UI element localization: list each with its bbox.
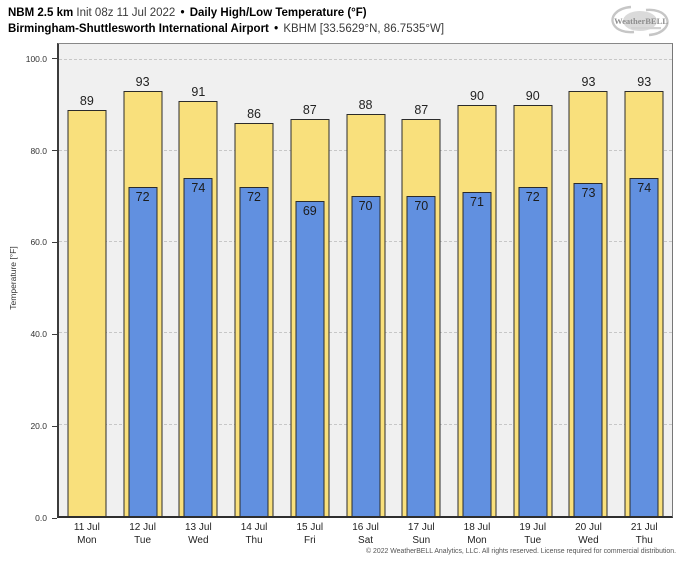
high-value-label: 93 — [135, 75, 150, 90]
y-tick-label: 40.0 — [30, 329, 47, 340]
x-tick-label: 19 Jul Tue — [495, 521, 571, 547]
x-tick-weekday: Thu — [635, 535, 653, 546]
high-value-label: 87 — [302, 102, 317, 117]
bar-group: 93 73 20 Jul Wed — [561, 44, 617, 546]
low-bar: 69 — [295, 201, 325, 516]
x-tick-label: 20 Jul Wed — [551, 521, 627, 547]
low-bar: 72 — [518, 187, 548, 516]
x-tick-label: 16 Jul Sat — [328, 521, 404, 547]
low-bar: 70 — [406, 196, 436, 516]
x-tick-weekday: Wed — [578, 535, 599, 546]
low-bar: 71 — [462, 191, 492, 516]
station-id: KBHM [33.5629°N, 86.7535°W] — [283, 23, 445, 35]
bar-group: 90 71 18 Jul Mon — [449, 44, 505, 546]
x-tick-date: 21 Jul — [630, 522, 658, 533]
weatherbell-logo-icon: WeatherBELL — [611, 5, 669, 37]
low-bar: 74 — [629, 178, 659, 516]
x-tick-weekday: Wed — [188, 535, 209, 546]
x-tick-date: 15 Jul — [296, 522, 324, 533]
high-value-label: 90 — [470, 89, 484, 104]
high-value-label: 89 — [79, 93, 94, 108]
bar-group: 93 74 21 Jul Thu — [616, 44, 672, 546]
x-tick-weekday: Thu — [245, 535, 263, 546]
y-axis: 0.0 20.0 40.0 60.0 80.0 100.0 — [0, 43, 57, 523]
x-tick-label: 21 Jul Thu — [606, 521, 682, 547]
x-tick-date: 16 Jul — [352, 522, 379, 533]
x-tick-label: 14 Jul Thu — [216, 521, 292, 547]
x-tick-weekday: Tue — [134, 535, 152, 546]
y-tick-label: 0.0 — [35, 513, 47, 523]
bar-group: 87 69 15 Jul Fri — [282, 44, 338, 546]
high-value-label: 93 — [581, 75, 596, 90]
bar-group: 88 70 16 Jul Sat — [338, 44, 394, 546]
x-tick-weekday: Tue — [524, 535, 542, 546]
x-tick-label: 12 Jul Tue — [105, 521, 181, 547]
x-tick-date: 20 Jul — [575, 522, 602, 533]
y-axis-title: Temperature [°F] — [8, 246, 18, 310]
y-tick-mark — [52, 150, 57, 151]
x-tick-label: 15 Jul Fri — [272, 521, 348, 547]
copyright-text: © 2022 WeatherBELL Analytics, LLC. All r… — [366, 548, 676, 555]
low-bar: 72 — [239, 187, 269, 516]
plot-area: 89 11 Jul Mon 93 72 12 Jul Tue 91 74 13 Jul Wed 86 7… — [57, 43, 673, 546]
high-value-label: 90 — [525, 89, 540, 104]
x-tick-label: 13 Jul Wed — [160, 521, 236, 547]
y-tick-label: 100.0 — [25, 53, 47, 64]
y-tick-mark — [52, 58, 57, 60]
title-line-2: Birmingham-Shuttlesworth International A… — [8, 21, 444, 37]
high-value-label: 91 — [191, 84, 206, 99]
logo-text: WeatherBELL — [614, 16, 668, 26]
x-tick-weekday: Sun — [412, 535, 431, 546]
high-value-label: 86 — [247, 107, 262, 122]
chart-header: NBM 2.5 km Init 08z 11 Jul 2022 • Daily … — [8, 5, 444, 37]
x-tick-date: 11 Jul — [73, 522, 100, 533]
y-tick-mark — [52, 241, 57, 243]
y-tick-mark — [52, 333, 57, 335]
bar-group: 91 74 13 Jul Wed — [170, 44, 226, 546]
x-tick-weekday: Mon — [467, 535, 487, 546]
bar-group: 89 11 Jul Mon — [59, 44, 115, 546]
x-tick-date: 14 Jul — [240, 522, 268, 533]
low-bar: 70 — [351, 196, 381, 516]
bullet-separator: • — [274, 23, 279, 35]
bullet-separator: • — [180, 7, 185, 19]
product-name: Daily High/Low Temperature (°F) — [189, 7, 367, 19]
high-bar: 89 — [67, 94, 107, 516]
low-bar: 72 — [128, 187, 158, 516]
model-name: NBM 2.5 km — [8, 7, 74, 19]
y-tick-label: 80.0 — [30, 145, 47, 156]
high-value-label: 87 — [414, 102, 429, 117]
low-bar: 73 — [573, 182, 603, 516]
x-tick-date: 12 Jul — [129, 522, 156, 533]
x-tick-label: 18 Jul Mon — [439, 521, 515, 547]
x-tick-label: 17 Jul Sun — [383, 521, 459, 547]
x-tick-date: 19 Jul — [519, 522, 547, 533]
bar-group: 93 72 12 Jul Tue — [115, 44, 171, 546]
bar-group: 90 72 19 Jul Tue — [505, 44, 561, 546]
x-tick-weekday: Mon — [77, 535, 97, 546]
high-value-label: 93 — [637, 75, 652, 90]
init-time: Init 08z 11 Jul 2022 — [76, 7, 176, 19]
gridline — [59, 58, 672, 60]
x-tick-date: 17 Jul — [407, 522, 435, 533]
y-tick-label: 60.0 — [30, 237, 47, 248]
y-tick-mark — [52, 517, 57, 519]
station-name: Birmingham-Shuttlesworth International A… — [8, 23, 269, 35]
bar-group: 87 70 17 Jul Sun — [393, 44, 449, 546]
title-line-1: NBM 2.5 km Init 08z 11 Jul 2022 • Daily … — [8, 5, 444, 21]
y-tick-mark — [52, 425, 57, 427]
low-bar: 74 — [183, 178, 213, 516]
bar-group: 86 72 14 Jul Thu — [226, 44, 282, 546]
x-tick-label: 11 Jul Mon — [49, 521, 125, 547]
x-tick-date: 13 Jul — [184, 522, 212, 533]
x-tick-date: 18 Jul — [463, 522, 491, 533]
y-tick-label: 20.0 — [30, 421, 47, 432]
x-tick-weekday: Fri — [303, 535, 316, 546]
high-value-label: 88 — [358, 98, 373, 113]
x-tick-weekday: Sat — [358, 535, 374, 546]
